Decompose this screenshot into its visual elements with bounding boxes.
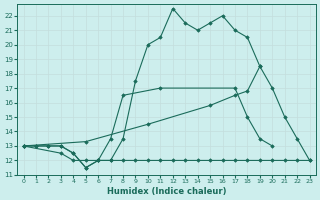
X-axis label: Humidex (Indice chaleur): Humidex (Indice chaleur): [107, 187, 226, 196]
